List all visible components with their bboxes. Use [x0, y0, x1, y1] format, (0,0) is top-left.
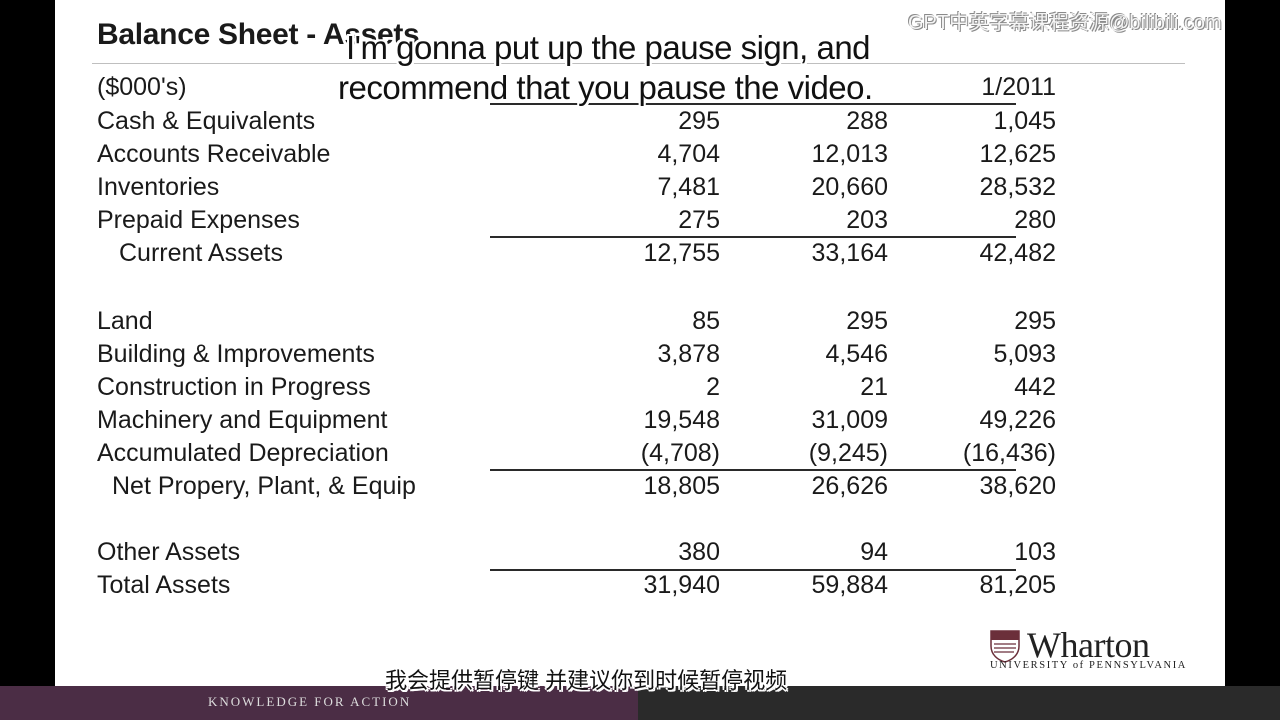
row-label: Machinery and Equipment	[97, 406, 388, 434]
table-row: Other Assets 380 94 103	[97, 538, 1056, 571]
cell: 295	[1014, 307, 1056, 335]
row-label: Accumulated Depreciation	[97, 439, 389, 467]
cell: 295	[846, 307, 888, 335]
header-underline	[490, 103, 1016, 105]
row-label: Building & Improvements	[97, 340, 375, 368]
cell: 28,532	[979, 173, 1056, 201]
slide-title: Balance Sheet - Assets	[97, 18, 420, 51]
row-label: Current Assets	[119, 239, 283, 267]
row-label: Total Assets	[97, 571, 231, 599]
row-label: Inventories	[97, 173, 220, 201]
cell: 19,548	[643, 406, 720, 434]
cell: 31,009	[811, 406, 888, 434]
footer-dark-segment	[638, 686, 1280, 720]
table-row: Accounts Receivable 4,704 12,013 12,625	[97, 140, 1056, 173]
title-divider	[92, 63, 1185, 64]
cell: 12,755	[643, 239, 720, 267]
cell: 81,205	[979, 571, 1056, 599]
wharton-logo: Wharton UNIVERSITY of PENNSYLVANIA	[990, 625, 1190, 673]
subtotal-rule	[490, 469, 1016, 471]
cell: 31,940	[643, 571, 720, 599]
cell: 42,482	[979, 239, 1056, 267]
cell: 203	[846, 206, 888, 234]
cell: 94	[860, 538, 888, 566]
subtotal-rule	[490, 236, 1016, 238]
cell: 4,704	[657, 140, 720, 168]
cell: 5,093	[993, 340, 1056, 368]
row-label: Other Assets	[97, 538, 241, 566]
cell: 59,884	[811, 571, 888, 599]
table-row: Cash & Equivalents 295 288 1,045	[97, 107, 1056, 140]
table-row: Construction in Progress 2 21 442	[97, 373, 1056, 406]
cell: 442	[1014, 373, 1056, 401]
cell: (9,245)	[808, 439, 888, 467]
table-row: Inventories 7,481 20,660 28,532	[97, 173, 1056, 206]
cell: 380	[678, 538, 720, 566]
cell: 85	[692, 307, 720, 335]
subtitle-line-2: recommend that you pause the video.	[338, 69, 873, 106]
cell: 7,481	[657, 173, 720, 201]
subtitle-line-1: I'm gonna put up the pause sign, and	[346, 29, 871, 66]
footer-tagline: KNOWLEDGE FOR ACTION	[208, 694, 412, 709]
table-row-total: Total Assets 31,940 59,884 81,205	[97, 571, 1056, 604]
logo-wordmark: Wharton	[1027, 625, 1150, 665]
table-row-subtotal: Current Assets 12,755 33,164 42,482	[97, 239, 1056, 272]
table-row: Machinery and Equipment 19,548 31,009 49…	[97, 406, 1056, 439]
table-row-subtotal: Net Propery, Plant, & Equip 18,805 26,62…	[97, 472, 1056, 505]
cell: 20,660	[811, 173, 888, 201]
header-row: ($000's) 1/2011	[97, 73, 1056, 106]
watermark: GPT中英字幕课程资源@bilibili.com	[908, 12, 1222, 34]
shield-icon	[990, 630, 1020, 663]
table-row: Prepaid Expenses 275 203 280	[97, 206, 1056, 239]
row-label: Accounts Receivable	[97, 140, 331, 168]
table-row: Accumulated Depreciation (4,708) (9,245)…	[97, 439, 1056, 472]
cell: 38,620	[979, 472, 1056, 500]
cell: 1,045	[993, 107, 1056, 135]
row-label: Prepaid Expenses	[97, 206, 300, 234]
row-label: Construction in Progress	[97, 373, 371, 401]
row-label: Cash & Equivalents	[97, 107, 316, 135]
total-rule	[490, 569, 1016, 571]
cell: 288	[846, 107, 888, 135]
row-label: Net Propery, Plant, & Equip	[112, 472, 416, 500]
cell: 33,164	[811, 239, 888, 267]
cell: 275	[678, 206, 720, 234]
cell: 21	[860, 373, 888, 401]
cell: 2	[706, 373, 720, 401]
cell: 18,805	[643, 472, 720, 500]
cell: 280	[1014, 206, 1056, 234]
units-label: ($000's)	[97, 73, 187, 101]
cell: 12,013	[811, 140, 888, 168]
cell: 295	[678, 107, 720, 135]
slide: Balance Sheet - Assets ($000's) 1/2011 C…	[55, 0, 1225, 686]
row-label: Land	[97, 307, 153, 335]
cell: 12,625	[979, 140, 1056, 168]
logo-university: UNIVERSITY of PENNSYLVANIA	[990, 660, 1187, 671]
cell: (16,436)	[962, 439, 1056, 467]
cell: 103	[1014, 538, 1056, 566]
year-header: 1/2011	[981, 73, 1056, 101]
cell: 26,626	[811, 472, 888, 500]
cell: 3,878	[657, 340, 720, 368]
subtitle-chinese: 我会提供暂停键 并建议你到时候暂停视频	[385, 668, 788, 693]
table-row: Land 85 295 295	[97, 307, 1056, 340]
cell: 4,546	[825, 340, 888, 368]
cell: (4,708)	[640, 439, 720, 467]
table-row: Building & Improvements 3,878 4,546 5,09…	[97, 340, 1056, 373]
cell: 49,226	[979, 406, 1056, 434]
